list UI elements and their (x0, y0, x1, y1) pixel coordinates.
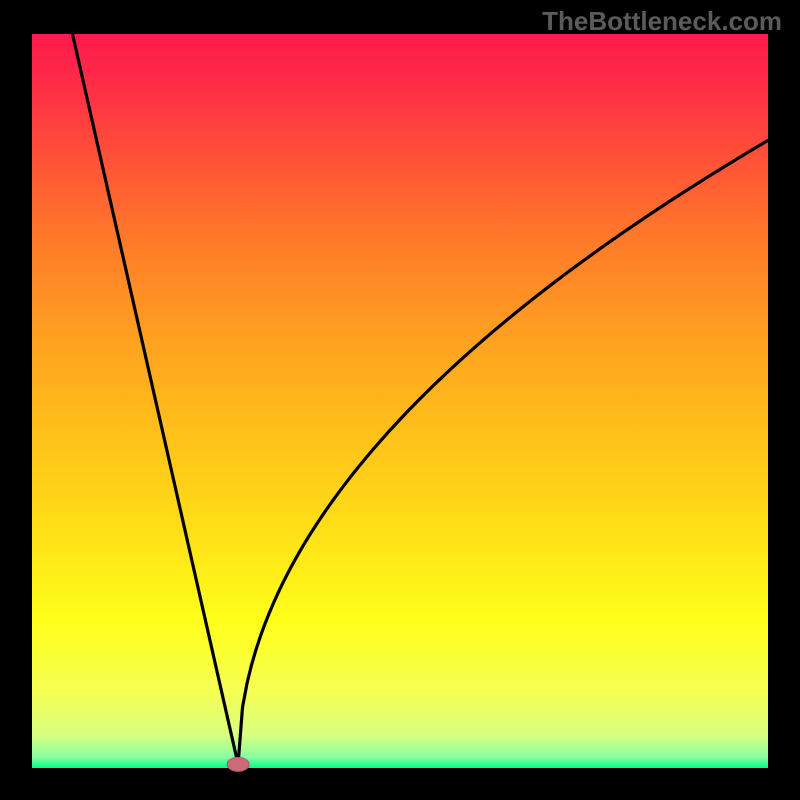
chart-frame: TheBottleneck.com (0, 0, 800, 800)
left-branch-line (72, 34, 238, 764)
optimal-point-marker (227, 757, 249, 771)
watermark-text: TheBottleneck.com (542, 6, 782, 37)
curve-overlay (0, 0, 800, 800)
right-branch-curve (238, 140, 768, 764)
